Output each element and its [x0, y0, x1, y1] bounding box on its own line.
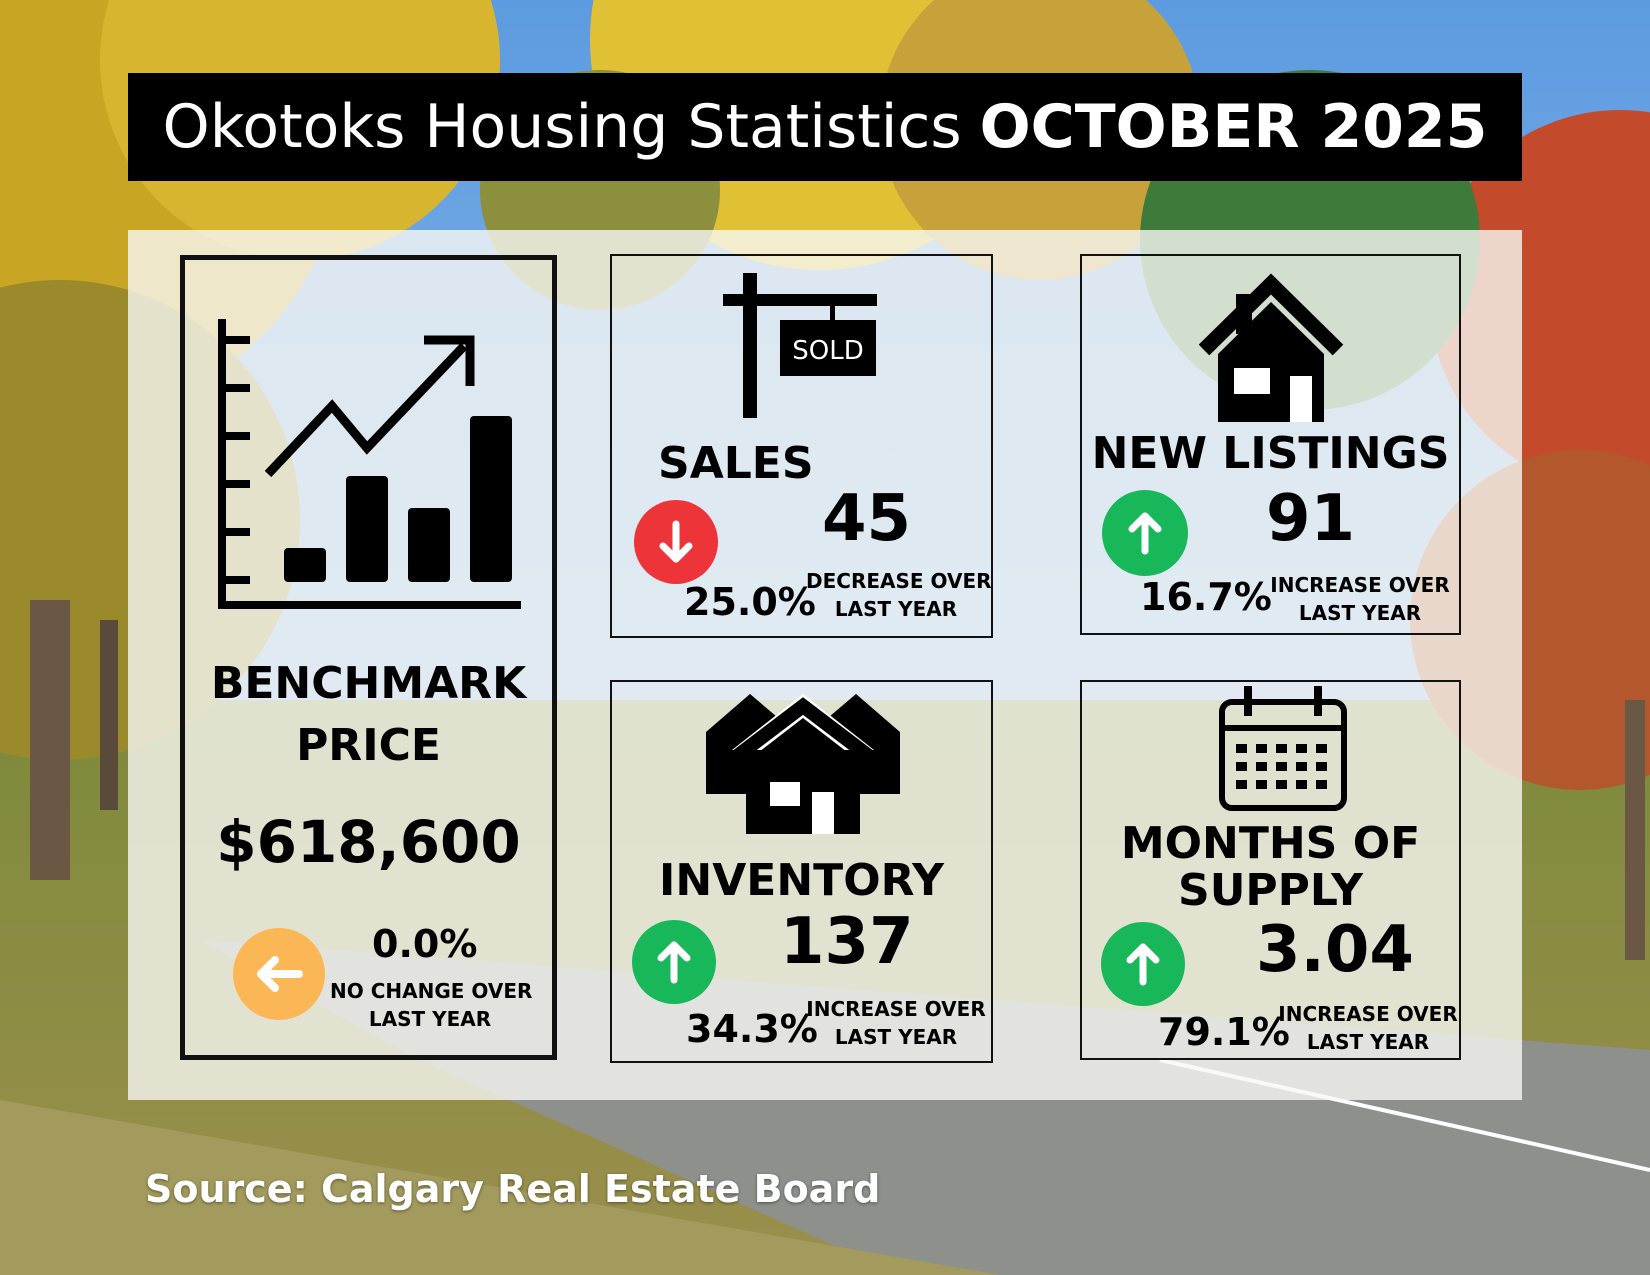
benchmark-label-line1: BENCHMARK — [210, 658, 527, 709]
arrow-down-icon — [634, 500, 718, 584]
months-supply-change: 79.1% — [1158, 1010, 1290, 1054]
new-listings-value: 91 — [1266, 482, 1356, 556]
sales-change: 25.0% — [684, 580, 816, 624]
inventory-value: 137 — [780, 905, 914, 979]
bar-chart-trend-icon — [218, 319, 521, 609]
inventory-card — [610, 680, 993, 1063]
benchmark-note-line1: NO CHANGE OVER — [330, 979, 533, 1003]
benchmark-label-line2: PRICE — [296, 720, 441, 771]
benchmark-card — [180, 255, 557, 1060]
arrow-up-icon — [1101, 922, 1185, 1006]
source-credit: Source: Calgary Real Estate Board — [145, 1167, 881, 1211]
sales-label: SALES — [658, 438, 814, 489]
months-supply-note-line1: INCREASE OVER — [1278, 1002, 1458, 1026]
title-month: OCTOBER 2025 — [979, 92, 1488, 162]
new-listings-note-line2: LAST YEAR — [1298, 601, 1422, 625]
benchmark-note-line2: LAST YEAR — [368, 1007, 492, 1031]
new-listings-change: 16.7% — [1140, 575, 1272, 619]
arrow-up-icon — [1102, 490, 1188, 576]
new-listings-label: NEW LISTINGS — [1091, 428, 1450, 479]
months-supply-label-line2: SUPPLY — [1178, 865, 1363, 916]
title-text: Okotoks Housing Statistics — [162, 92, 962, 162]
inventory-label: INVENTORY — [659, 855, 944, 906]
months-supply-value: 3.04 — [1256, 913, 1414, 987]
sales-note-line1: DECREASE OVER — [806, 569, 992, 593]
inventory-change: 34.3% — [686, 1007, 818, 1051]
months-supply-label-line1: MONTHS OF — [1120, 818, 1421, 869]
months-supply-card — [1080, 680, 1461, 1060]
house-icon — [1198, 273, 1344, 422]
sales-card — [610, 254, 993, 638]
months-supply-note-line2: LAST YEAR — [1306, 1030, 1430, 1054]
svg-text:SOLD: SOLD — [792, 336, 863, 366]
sales-value: 45 — [822, 482, 912, 556]
inventory-note-line1: INCREASE OVER — [806, 997, 986, 1021]
arrow-up-icon — [632, 920, 716, 1004]
new-listings-note-line1: INCREASE OVER — [1270, 573, 1450, 597]
benchmark-change: 0.0% — [372, 922, 478, 966]
inventory-note-line2: LAST YEAR — [834, 1025, 958, 1049]
sold-sign-icon: SOLD — [723, 273, 877, 418]
title-bar: Okotoks Housing Statistics OCTOBER 2025 — [128, 73, 1522, 181]
houses-icon — [706, 694, 900, 834]
calendar-icon — [1219, 686, 1347, 811]
arrow-left-icon — [233, 928, 325, 1020]
sales-note-line2: LAST YEAR — [834, 597, 958, 621]
benchmark-value: $618,600 — [216, 808, 521, 876]
new-listings-card — [1080, 254, 1461, 635]
